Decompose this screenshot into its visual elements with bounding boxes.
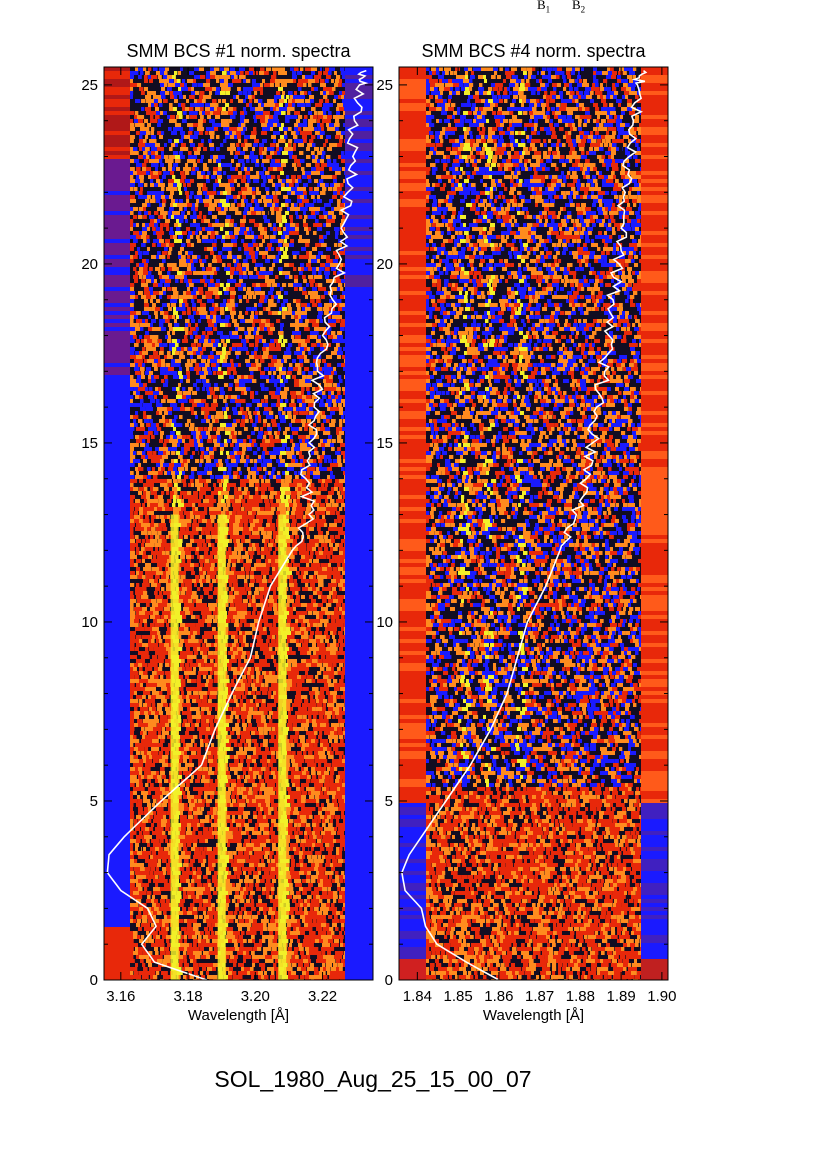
x-tick-label: 1.84	[403, 988, 432, 1005]
y-tick-label: 10	[81, 614, 98, 631]
y-tick-label: 10	[376, 614, 393, 631]
y-tick-label: 5	[385, 793, 393, 810]
plot-frame	[103, 66, 374, 981]
x-tick-label: 3.16	[106, 988, 135, 1005]
plot-frame	[398, 66, 669, 981]
x-tick-label: 3.20	[241, 988, 270, 1005]
spectra-panel-1: SMM BCS #1 norm. spectra 0 5 10 15 20 25 3.16 3.…	[81, 41, 374, 1024]
y-tick-label: 25	[376, 77, 393, 94]
spectral-line-2	[217, 514, 226, 980]
top-label-b1-text: B	[537, 0, 546, 12]
spectra-panel-2: SMM BCS #4 norm. spectra 0 5 10 15 20 25 1.84 1.…	[376, 41, 676, 1024]
panel-title: SMM BCS #4 norm. spectra	[421, 41, 646, 61]
lightcurve-series	[106, 69, 369, 980]
heatmap-image	[104, 67, 373, 980]
y-tick-label: 25	[81, 77, 98, 94]
x-tick-label: 1.89	[607, 988, 636, 1005]
x-tick-label: 1.87	[525, 988, 554, 1005]
y-tick-label: 15	[376, 435, 393, 452]
y-tick-label: 5	[90, 793, 98, 810]
lightcurve-series	[401, 69, 648, 980]
y-tick-label: 20	[81, 256, 98, 273]
x-tick-label: 1.88	[566, 988, 595, 1005]
top-label-b2-sub: 2	[581, 5, 586, 15]
x-tick-label: 1.86	[484, 988, 513, 1005]
top-label-b2-text: B	[572, 0, 581, 12]
y-tick-label: 15	[81, 435, 98, 452]
panel-title: SMM BCS #1 norm. spectra	[126, 41, 351, 61]
heatmap-image	[399, 67, 668, 980]
x-axis-label: Wavelength [Å]	[483, 1007, 584, 1024]
x-tick-label: 3.22	[308, 988, 337, 1005]
x-tick-label: 1.90	[647, 988, 676, 1005]
y-tick-label: 0	[90, 972, 98, 989]
top-label-b1-sub: 1	[546, 5, 551, 15]
top-label-b1: B1	[537, 0, 550, 15]
figure-footer-title: SOL_1980_Aug_25_15_00_07	[0, 1066, 746, 1093]
x-axis-label: Wavelength [Å]	[188, 1007, 289, 1024]
y-tick-label: 0	[385, 972, 393, 989]
top-label-b2: B2	[572, 0, 585, 15]
spectral-line-3	[278, 514, 287, 980]
spectral-line-1	[170, 514, 179, 980]
y-tick-label: 20	[376, 256, 393, 273]
x-tick-label: 1.85	[443, 988, 472, 1005]
x-tick-label: 3.18	[173, 988, 202, 1005]
